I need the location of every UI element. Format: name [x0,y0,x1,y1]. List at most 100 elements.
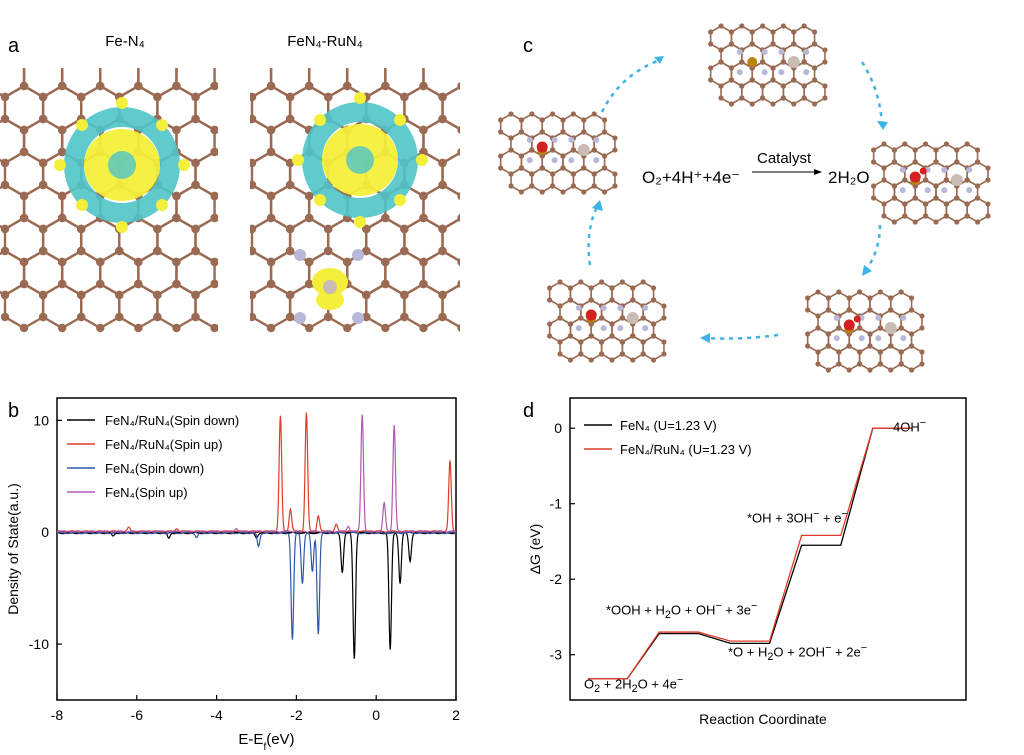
carbon-atom [229,258,237,266]
carbon-atom [749,101,755,107]
carbon-atom [172,125,181,135]
hex-bond [99,249,140,297]
hex-bond [955,143,979,169]
annotation-text: *OH + 3OH− + e− [747,508,848,526]
carbon-atom [96,257,105,267]
carbon-atom [153,224,162,234]
carbon-atom [539,129,545,135]
carbon-atom [728,29,735,35]
carbon-atom [285,312,295,322]
carbon-atom [599,339,605,345]
carbon-atom [877,325,883,331]
carbon-atom [898,361,904,367]
carbon-atom [266,191,276,201]
carbon-atom [96,125,105,135]
carbon-atom [550,147,556,153]
carbon-atom [630,297,636,303]
carbon-atom [877,313,883,319]
carbon-atom [250,114,257,124]
cycle-arrow [860,61,884,126]
carbon-atom [954,147,960,153]
carbon-atom [650,333,657,339]
carbon-atom [640,339,646,345]
hex-bond [365,150,406,198]
carbon-atom [599,351,605,357]
carbon-atom [229,126,237,134]
annotation-text: *O + H2O + 2OH− + 2e− [728,642,868,663]
hex-bond [175,68,216,99]
carbon-atom [891,183,898,189]
carbon-atom [250,224,257,234]
carbon-atom [846,307,852,313]
carbon-atom [343,147,352,157]
yellow-lobe [416,154,428,166]
carbon-atom [285,180,295,190]
hex-bond [848,291,871,317]
hex-bond [137,183,178,231]
carbon-atom [560,153,566,159]
hex-bond [872,143,896,169]
hex-bond [751,61,774,87]
carbon-atom [307,68,311,69]
carbon-atom [19,125,29,135]
carbon-atom [640,351,646,357]
carbon-atom [419,257,428,267]
carbon-atom [539,129,545,135]
carbon-atom [96,279,105,289]
carbon-atom [518,129,525,135]
hex-bond [935,143,958,169]
carbon-atom [985,201,991,207]
carbon-atom [57,279,67,289]
carbon-atom [457,148,460,156]
carbon-atom [362,180,371,190]
carbon-atom [567,285,574,291]
carbon-atom [19,147,29,157]
hex-bond [137,249,178,297]
carbon-atom [867,295,873,301]
carbon-atom [381,213,390,223]
hex-bond [806,291,830,317]
carbon-atom [825,331,832,337]
carbon-atom [728,65,735,71]
carbon-atom [518,129,525,135]
carbon-atom [923,201,929,207]
nitrogen-atom [875,335,882,342]
carbon-atom [599,339,605,345]
carbon-atom [266,147,276,157]
carbon-atom [438,246,447,256]
carbon-atom [964,177,970,183]
carbon-atom [881,213,887,219]
carbon-atom [362,92,371,102]
carbon-atom [923,213,929,219]
carbon-atom [210,213,218,223]
carbon-atom [343,257,352,267]
carbon-atom [801,47,807,53]
hex-bond [590,317,613,343]
hex-bond [99,117,140,165]
carbon-atom [137,68,140,69]
carbon-atom [825,343,832,349]
carbon-atom [191,224,200,234]
carbon-atom [609,297,615,303]
carbon-atom [98,68,102,69]
carbon-atom [518,117,525,123]
carbon-atom [266,125,276,135]
hex-bond [194,282,218,330]
nitrogen-atom [924,166,931,173]
carbon-atom [248,49,256,57]
carbon-atom [191,92,200,102]
carbon-atom [898,289,904,295]
hex-bond [924,161,948,187]
carbon-atom [836,313,842,319]
carbon-atom [836,325,842,331]
carbon-atom [19,213,29,223]
carbon-atom [933,159,939,165]
carbon-atom [419,191,428,201]
carbon-atom [419,257,428,267]
annotation-3: *OH + 3OH− + e− [747,508,848,526]
carbon-atom [19,125,29,135]
carbon-atom [19,279,29,289]
hex-bond [156,84,197,132]
carbon-atom [498,153,504,159]
carbon-atom [266,125,276,135]
